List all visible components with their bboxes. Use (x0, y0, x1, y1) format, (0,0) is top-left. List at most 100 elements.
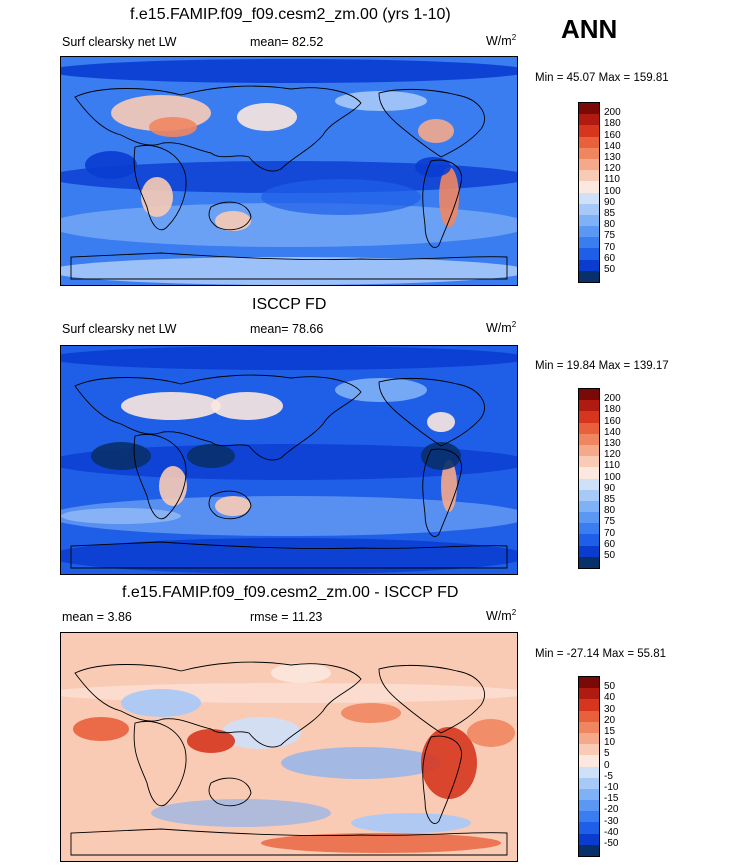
colorbar-swatch (579, 226, 599, 238)
panel-2-title: ISCCP FD (252, 296, 327, 313)
colorbar-tick-label: 140 (604, 140, 621, 152)
colorbar-swatch (579, 800, 599, 812)
panel-3-title: f.e15.FAMIP.f09_f09.cesm2_zm.00 - ISCCP … (122, 584, 459, 601)
colorbar-swatch (579, 125, 599, 137)
panel-2-minmax: Min = 19.84 Max = 139.17 (535, 360, 669, 372)
colorbar-tick-label: 140 (604, 426, 621, 438)
colorbar-tick-label: 160 (604, 415, 621, 427)
colorbar-tick-label: 130 (604, 152, 621, 163)
colorbar-tick-label: -15 (604, 793, 619, 805)
colorbar-tick-label: 180 (604, 404, 621, 416)
colorbar-tick-label: -20 (604, 804, 619, 816)
colorbar-swatch (579, 699, 599, 711)
colorbar-tick-label: 50 (604, 681, 616, 693)
panel-3-minmax: Min = -27.14 Max = 55.81 (535, 648, 667, 660)
colorbar-tick-label: 60 (604, 538, 616, 550)
colorbar-swatch (579, 688, 599, 700)
colorbar-tick-label: 70 (604, 241, 616, 253)
colorbar-tick-label: 110 (604, 460, 620, 472)
panel-1-map (60, 56, 518, 286)
colorbar-tick-label: 10 (604, 737, 616, 749)
colorbar-swatch (579, 523, 599, 535)
panel-3-colorbar (578, 676, 600, 857)
colorbar-tick-label: 90 (604, 196, 616, 208)
panel-2-variable-label: Surf clearsky net LW (62, 322, 177, 336)
colorbar-tick-label: 40 (604, 692, 616, 704)
colorbar-tick-label: 85 (604, 494, 616, 505)
colorbar-tick-label: 5 (604, 748, 610, 760)
colorbar-swatch (579, 822, 599, 834)
colorbar-swatch (579, 170, 599, 182)
colorbar-swatch (579, 755, 599, 767)
panel-2-units: W/m2 (486, 320, 517, 336)
colorbar-swatch (579, 389, 599, 401)
colorbar-tick-label: 75 (604, 516, 616, 528)
colorbar-tick-label: 50 (604, 550, 616, 561)
colorbar-tick-label: -5 (604, 770, 613, 782)
panel-1-units: W/m2 (486, 33, 517, 49)
colorbar-swatch (579, 677, 599, 689)
colorbar-swatch (579, 732, 599, 745)
colorbar-swatch (579, 766, 599, 778)
colorbar-swatch (579, 545, 599, 557)
panel-2-mean-label: mean= 78.66 (250, 322, 324, 336)
colorbar-swatch (579, 721, 599, 733)
colorbar-tick-label: -10 (604, 782, 619, 793)
colorbar-swatch (579, 136, 599, 148)
colorbar-swatch (579, 158, 599, 171)
colorbar-tick-label: 200 (604, 107, 621, 119)
colorbar-swatch (579, 844, 599, 856)
colorbar-swatch (579, 811, 599, 823)
colorbar-tick-label: 70 (604, 527, 616, 539)
colorbar-tick-label: 200 (604, 393, 621, 405)
colorbar-tick-label: -40 (604, 826, 619, 838)
colorbar-swatch (579, 248, 599, 260)
colorbar-tick-label: 60 (604, 252, 616, 264)
colorbar-swatch (579, 270, 599, 282)
colorbar-swatch (579, 788, 599, 801)
colorbar-swatch (579, 411, 599, 423)
colorbar-swatch (579, 833, 599, 845)
colorbar-swatch (579, 444, 599, 457)
colorbar-tick-label: 120 (604, 449, 621, 461)
colorbar-tick-label: 80 (604, 505, 616, 517)
colorbar-tick-label: 130 (604, 438, 621, 449)
colorbar-tick-label: 50 (604, 264, 616, 275)
colorbar-tick-label: 160 (604, 129, 621, 141)
colorbar-swatch (579, 259, 599, 271)
colorbar-swatch (579, 214, 599, 227)
colorbar-tick-label: 85 (604, 208, 616, 219)
colorbar-tick-label: 0 (604, 759, 610, 771)
colorbar-tick-label: 110 (604, 174, 620, 186)
season-label: ANN (561, 14, 618, 44)
colorbar-tick-label: 100 (604, 471, 621, 483)
colorbar-tick-label: 120 (604, 163, 621, 175)
colorbar-swatch (579, 456, 599, 468)
panel-1-mean-label: mean= 82.52 (250, 35, 324, 49)
colorbar-swatch (579, 192, 599, 204)
panel-1-title: f.e15.FAMIP.f09_f09.cesm2_zm.00 (yrs 1-1… (130, 6, 451, 23)
colorbar-swatch (579, 534, 599, 546)
colorbar-swatch (579, 181, 599, 193)
colorbar-tick-label: -50 (604, 838, 619, 849)
panel-3-map (60, 632, 518, 862)
panel-1-minmax: Min = 45.07 Max = 159.81 (535, 72, 669, 84)
panel-2-colorbar (578, 388, 600, 569)
panel-1-colorbar (578, 102, 600, 283)
colorbar-swatch (579, 556, 599, 568)
colorbar-swatch (579, 103, 599, 115)
colorbar-swatch (579, 489, 599, 501)
panel-3-units: W/m2 (486, 608, 517, 624)
colorbar-swatch (579, 400, 599, 412)
colorbar-tick-label: -30 (604, 815, 619, 827)
colorbar-swatch (579, 422, 599, 434)
panel-3-mean-label: mean = 3.86 (62, 610, 132, 624)
colorbar-tick-label: 30 (604, 703, 616, 715)
panel-3-rmse-label: rmse = 11.23 (250, 610, 323, 624)
panel-1-variable-label: Surf clearsky net LW (62, 35, 177, 49)
colorbar-swatch (579, 433, 599, 445)
colorbar-swatch (579, 237, 599, 249)
panel-2-map (60, 345, 518, 575)
colorbar-swatch (579, 478, 599, 490)
colorbar-swatch (579, 710, 599, 722)
